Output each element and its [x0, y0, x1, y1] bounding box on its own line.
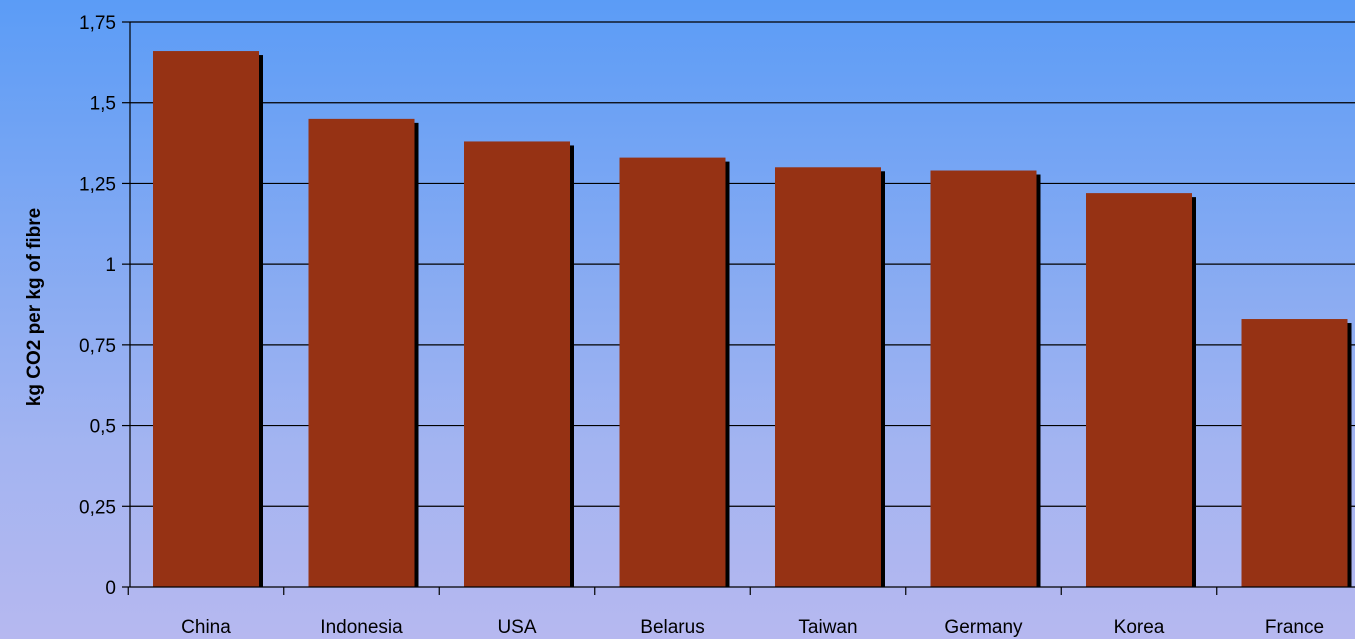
- x-tick-label: Taiwan: [798, 617, 857, 638]
- x-tick-label: Korea: [1114, 617, 1165, 638]
- bar-france: [1241, 319, 1348, 587]
- y-tick-label: 1,25: [79, 174, 116, 195]
- y-tick-labels: 0 0,25 0,5 0,75 1 1,25 1,5 1,75: [79, 13, 116, 599]
- axes: [122, 21, 1355, 595]
- bar-korea: [1086, 193, 1192, 587]
- bar-taiwan: [775, 167, 881, 588]
- y-tick-label: 1,75: [79, 13, 116, 34]
- x-tick-labels: China Indonesia USA Belarus Taiwan Germany Kor…: [181, 617, 1324, 638]
- x-tick-label: China: [181, 617, 231, 638]
- bar-indonesia: [308, 118, 415, 587]
- bar-china: [153, 51, 259, 588]
- y-tick-label: 0,5: [90, 417, 116, 438]
- x-tick-label: Indonesia: [320, 617, 403, 638]
- y-tick-label: 1,5: [90, 94, 116, 115]
- x-tick-label: Germany: [944, 617, 1023, 638]
- x-tick-label: Belarus: [640, 617, 704, 638]
- x-tick-label: France: [1265, 617, 1324, 638]
- bars: [153, 51, 1352, 588]
- bar-belarus: [619, 157, 726, 587]
- y-tick-label: 0,25: [79, 497, 116, 518]
- y-axis-title: kg CO2 per kg of fibre: [24, 208, 45, 406]
- y-tick-label: 1: [105, 255, 116, 276]
- bar-usa: [464, 141, 570, 587]
- x-tick-label: USA: [497, 617, 536, 638]
- y-tick-label: 0,75: [79, 336, 116, 357]
- y-tick-label: 0: [105, 578, 116, 599]
- bar-germany: [930, 170, 1037, 587]
